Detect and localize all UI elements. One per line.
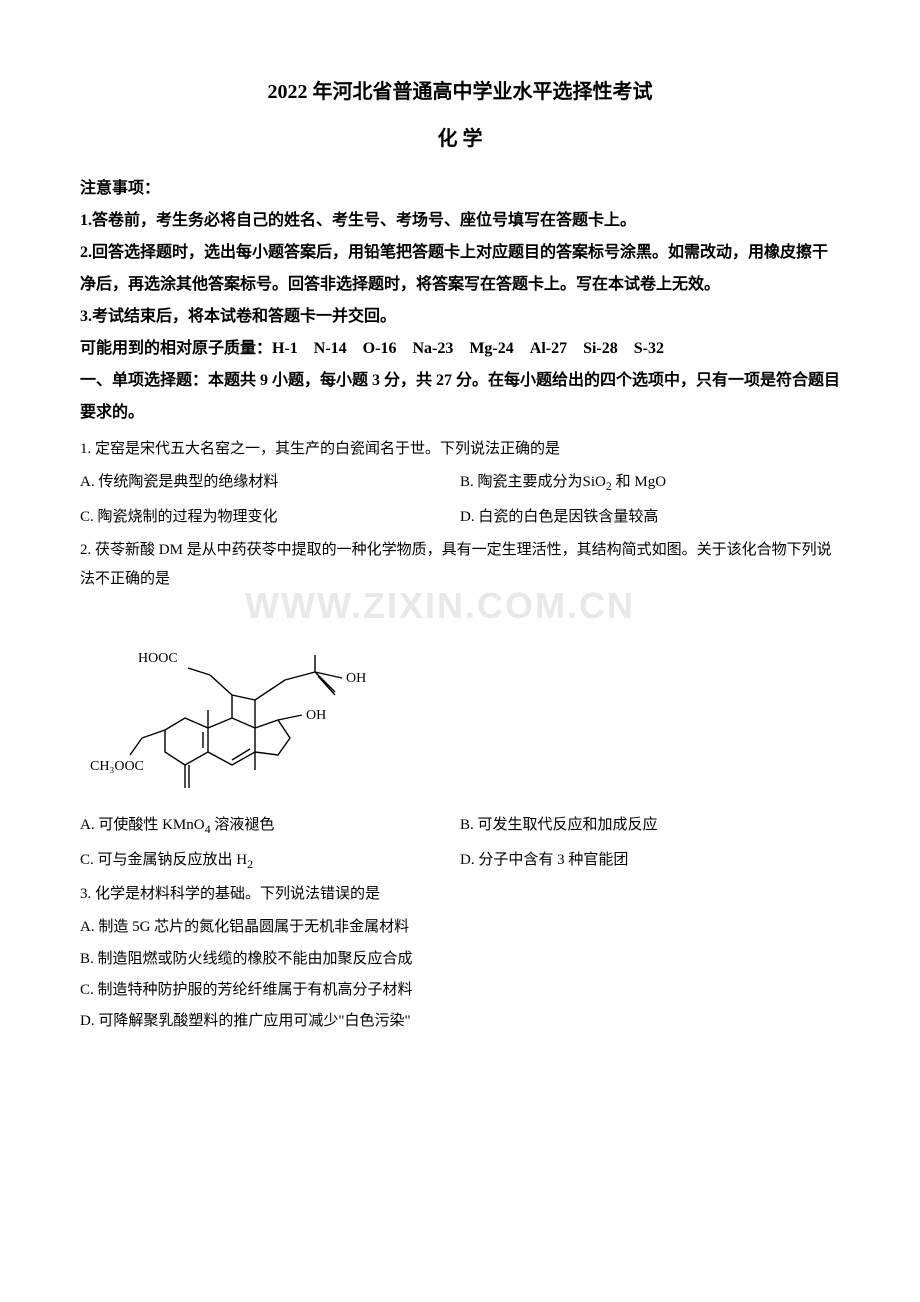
q2-option-b: B. 可发生取代反应和加成反应 bbox=[460, 811, 840, 841]
q1-b-mid: 和 bbox=[612, 474, 635, 490]
q2-c-prefix: C. 可与金属钠反应放出 bbox=[80, 852, 236, 868]
label-ch3ooc: CH₃OOC bbox=[90, 759, 144, 774]
q1-option-a: A. 传统陶瓷是典型的绝缘材料 bbox=[80, 468, 460, 498]
q1-option-b: B. 陶瓷主要成分为SiO2 和 MgO bbox=[460, 468, 840, 498]
q2-a-prefix: A. 可使酸性 bbox=[80, 817, 162, 833]
q2-a-suffix: 溶液褪色 bbox=[211, 817, 275, 833]
question-2-row-2: C. 可与金属钠反应放出 H2 D. 分子中含有 3 种官能团 bbox=[80, 846, 840, 876]
section-intro: 一、单项选择题：本题共 9 小题，每小题 3 分，共 27 分。在每小题给出的四… bbox=[80, 365, 840, 429]
question-2-row-1: A. 可使酸性 KMnO4 溶液褪色 B. 可发生取代反应和加成反应 bbox=[80, 811, 840, 841]
title-sub: 化 学 bbox=[80, 122, 840, 151]
question-1-text: 1. 定窑是宋代五大名窑之一，其生产的白瓷闻名于世。下列说法正确的是 bbox=[80, 435, 840, 464]
q2-a-chem: KMnO bbox=[162, 817, 205, 833]
q3-option-d: D. 可降解聚乳酸塑料的推广应用可减少"白色污染" bbox=[80, 1007, 840, 1036]
q1-b-chem2: MgO bbox=[634, 474, 666, 490]
q2-option-a: A. 可使酸性 KMnO4 溶液褪色 bbox=[80, 811, 460, 841]
q2-c-chem: H bbox=[236, 852, 247, 868]
q3-option-b: B. 制造阻燃或防火线缆的橡胶不能由加聚反应合成 bbox=[80, 945, 840, 974]
title-main: 2022 年河北省普通高中学业水平选择性考试 bbox=[80, 75, 840, 104]
q2-option-d: D. 分子中含有 3 种官能团 bbox=[460, 846, 840, 876]
question-1-row-2: C. 陶瓷烧制的过程为物理变化 D. 白瓷的白色是因铁含量较高 bbox=[80, 503, 840, 532]
label-hooc: HOOC bbox=[138, 651, 178, 666]
page-content: 2022 年河北省普通高中学业水平选择性考试 化 学 注意事项： 1.答卷前，考… bbox=[80, 75, 840, 1036]
question-1-row-1: A. 传统陶瓷是典型的绝缘材料 B. 陶瓷主要成分为SiO2 和 MgO bbox=[80, 468, 840, 498]
notice-item-2: 2.回答选择题时，选出每小题答案后，用铅笔把答题卡上对应题目的答案标号涂黑。如需… bbox=[80, 237, 840, 301]
notice-item-1: 1.答卷前，考生务必将自己的姓名、考生号、考场号、座位号填写在答题卡上。 bbox=[80, 205, 840, 237]
q2-c-sub: 2 bbox=[247, 857, 253, 871]
q3-option-a: A. 制造 5G 芯片的氮化铝晶圆属于无机非金属材料 bbox=[80, 913, 840, 942]
q2-option-c: C. 可与金属钠反应放出 H2 bbox=[80, 846, 460, 876]
atomic-label: 可能用到的相对原子质量： bbox=[80, 340, 272, 357]
question-3-text: 3. 化学是材料科学的基础。下列说法错误的是 bbox=[80, 880, 840, 909]
question-2-text: 2. 茯苓新酸 DM 是从中药茯苓中提取的一种化学物质，具有一定生理活性，其结构… bbox=[80, 536, 840, 595]
label-oh1: OH bbox=[346, 671, 366, 686]
atomic-masses: 可能用到的相对原子质量：H-1 N-14 O-16 Na-23 Mg-24 Al… bbox=[80, 333, 840, 365]
notice-header: 注意事项： bbox=[80, 173, 840, 205]
notice-item-3: 3.考试结束后，将本试卷和答题卡一并交回。 bbox=[80, 301, 840, 333]
q1-option-d: D. 白瓷的白色是因铁含量较高 bbox=[460, 503, 840, 532]
chemical-structure-diagram: HOOC OH OH CH₃OOC bbox=[90, 600, 840, 805]
q1-b-prefix: B. 陶瓷主要成分为 bbox=[460, 474, 583, 490]
q3-option-c: C. 制造特种防护服的芳纶纤维属于有机高分子材料 bbox=[80, 976, 840, 1005]
q1-option-c: C. 陶瓷烧制的过程为物理变化 bbox=[80, 503, 460, 532]
label-oh2: OH bbox=[306, 708, 326, 723]
q1-b-chem1: SiO bbox=[583, 474, 606, 490]
atomic-values: H-1 N-14 O-16 Na-23 Mg-24 Al-27 Si-28 S-… bbox=[272, 340, 664, 357]
